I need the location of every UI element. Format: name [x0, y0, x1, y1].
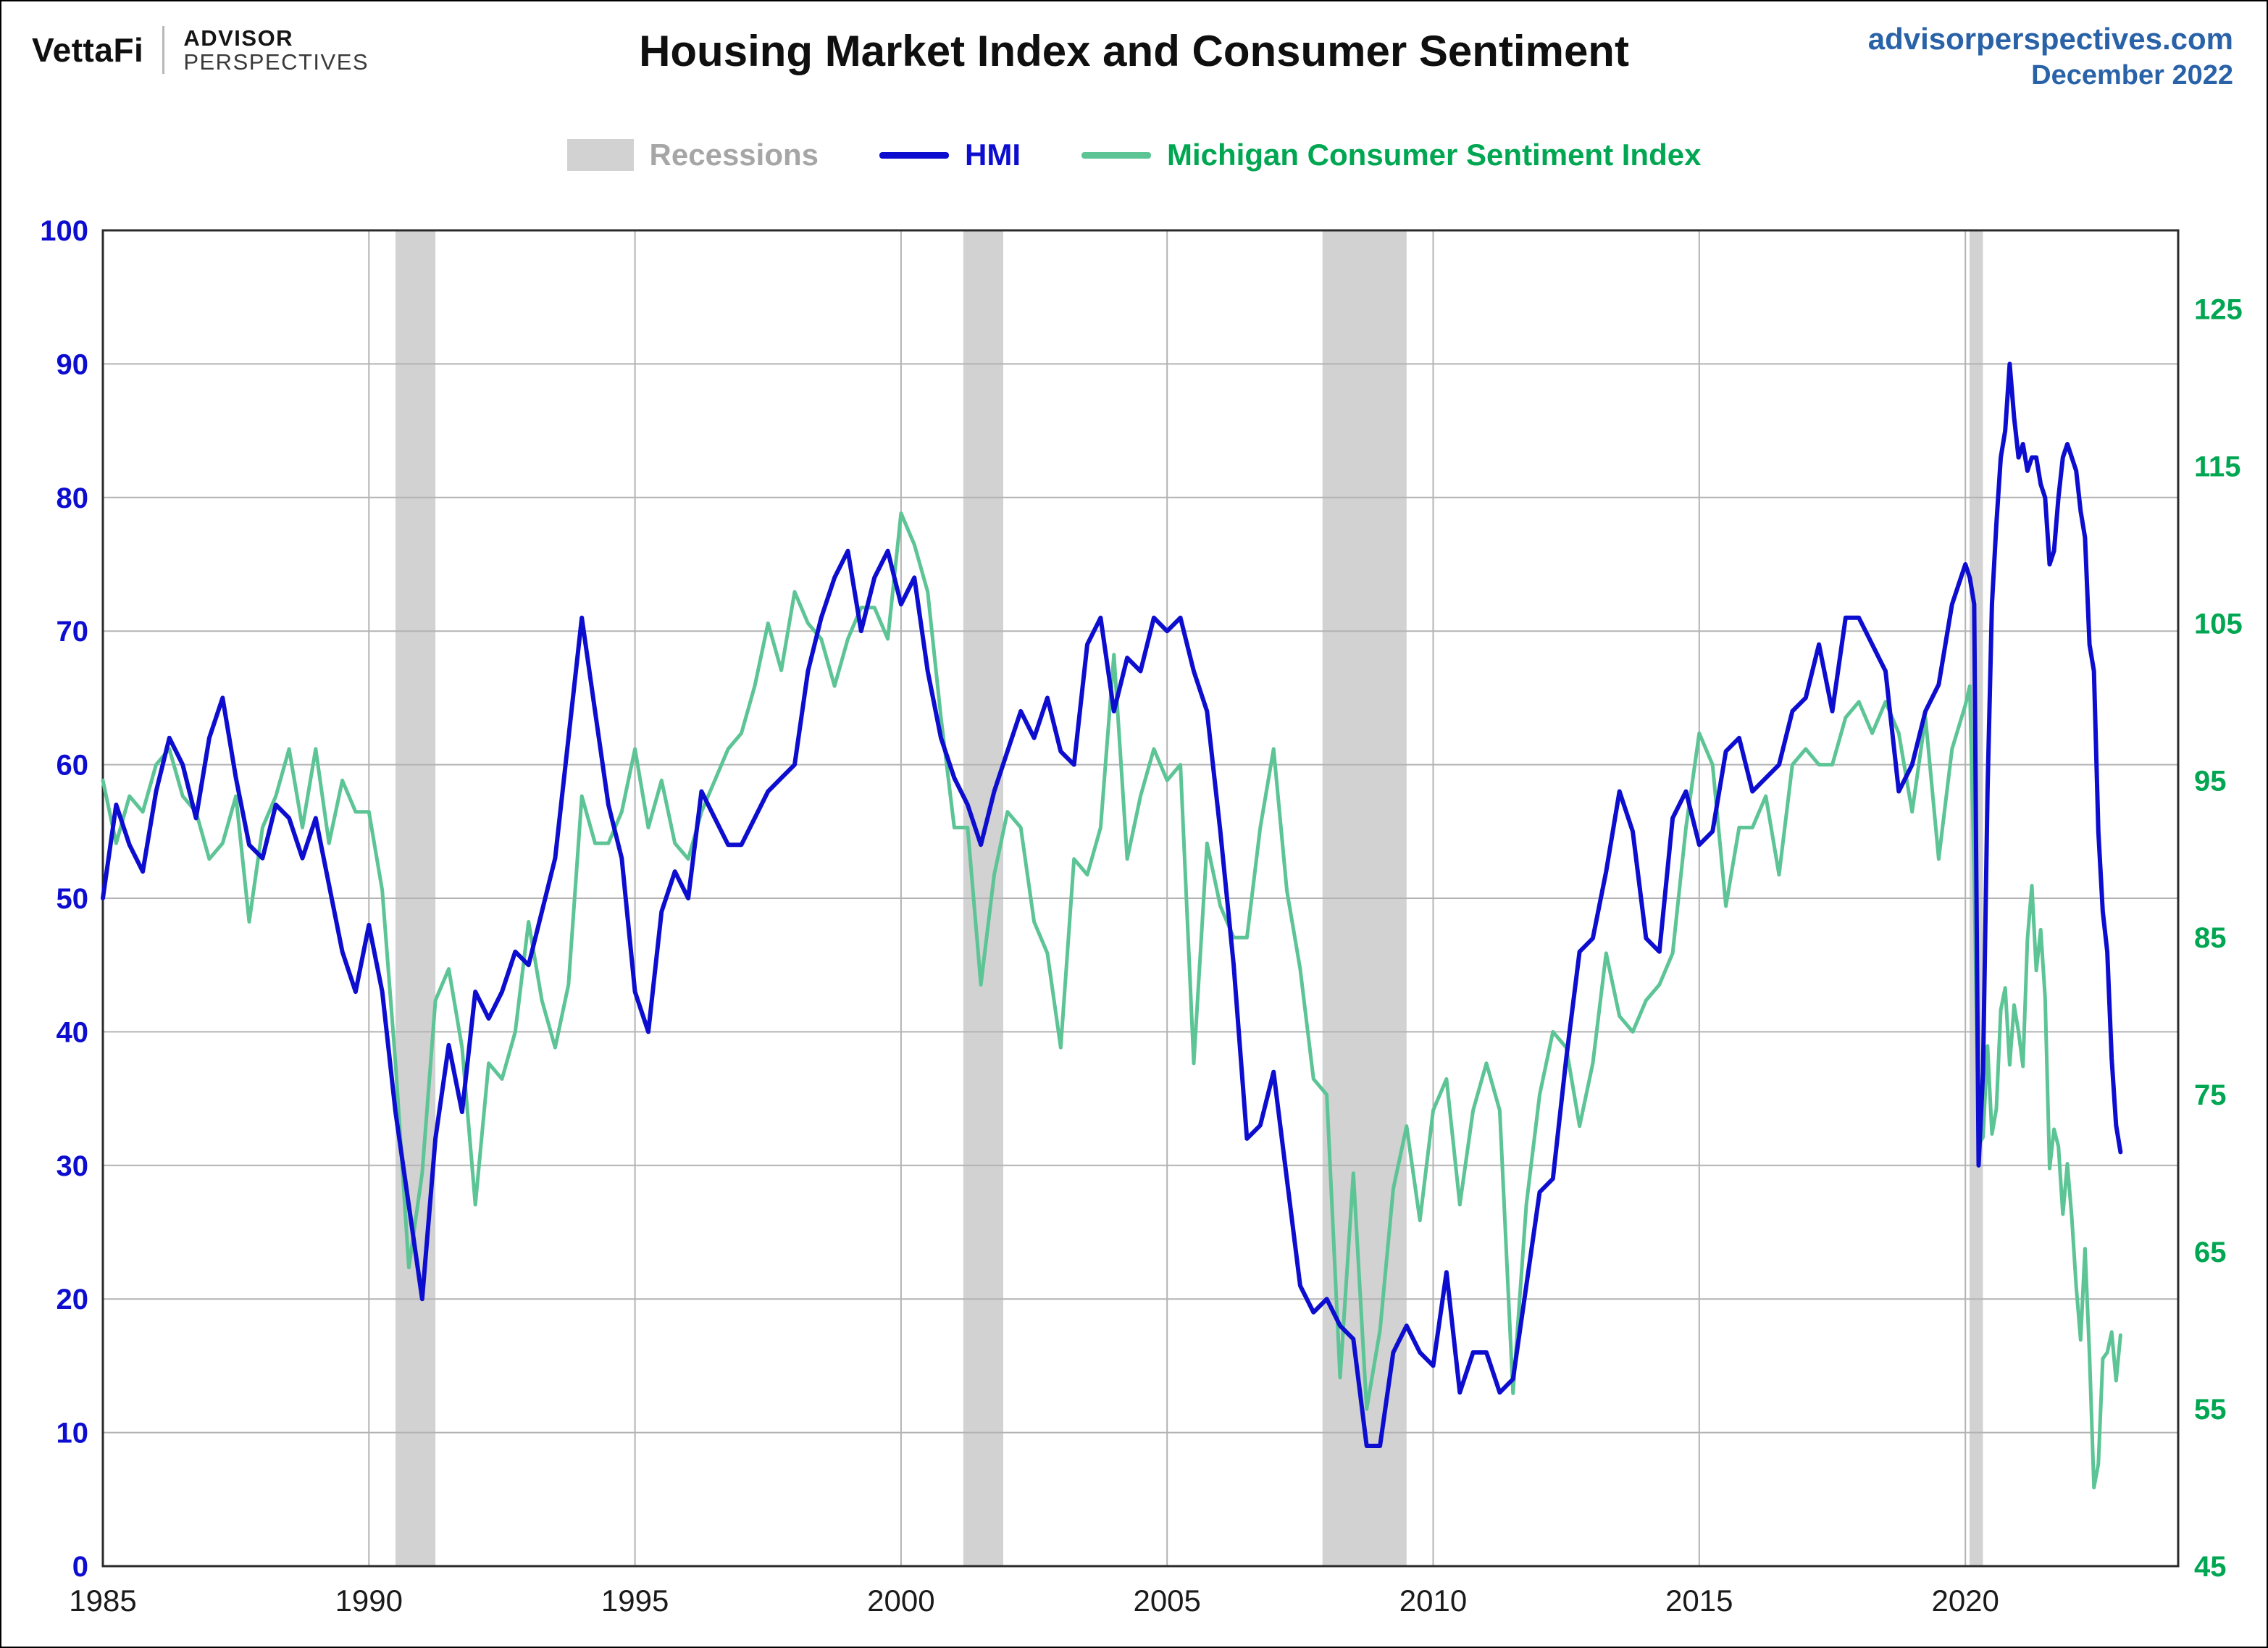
advisor-logo-line1: ADVISOR [183, 25, 294, 51]
right-axis-tick-label: 85 [2194, 922, 2227, 954]
mcsi-swatch [1081, 151, 1151, 159]
x-axis-tick-label: 1995 [601, 1584, 669, 1618]
left-axis-tick-label: 80 [57, 482, 89, 514]
x-axis-tick-label: 2005 [1133, 1584, 1200, 1618]
right-axis-tick-label: 55 [2194, 1394, 2227, 1426]
recessions-label: Recessions [649, 138, 819, 172]
michigan-consumer-sentiment-index-line [101, 511, 2122, 1489]
left-axis-tick-label: 60 [57, 750, 89, 782]
brand-divider [162, 26, 165, 75]
legend-item-hmi: HMI [879, 138, 1021, 172]
page-title: Housing Market Index and Consumer Sentim… [639, 27, 1629, 75]
left-axis-tick-label: 70 [57, 616, 89, 648]
hmi-label: HMI [965, 138, 1021, 172]
right-axis-tick-label: 45 [2194, 1551, 2227, 1583]
right-axis-tick-label: 125 [2194, 294, 2243, 326]
advisor-perspectives-logo: ADVISOR PERSPECTIVES [183, 26, 369, 75]
left-axis-tick-label: 50 [57, 883, 89, 915]
vettafi-logo: VettaFi [32, 31, 144, 70]
right-axis-tick-label: 95 [2194, 765, 2227, 797]
legend-item-mcsi: Michigan Consumer Sentiment Index [1081, 138, 1701, 172]
hmi-swatch [879, 151, 949, 159]
left-axis-tick-label: 10 [57, 1418, 89, 1450]
x-axis-tick-label: 1985 [69, 1584, 136, 1618]
x-axis-tick-label: 2020 [1931, 1584, 1999, 1618]
advisor-logo-line2: PERSPECTIVES [183, 49, 369, 75]
right-axis-tick-label: 65 [2194, 1237, 2227, 1268]
recessions-swatch [566, 139, 634, 171]
right-axis-tick-label: 75 [2194, 1079, 2227, 1111]
x-axis-tick-label: 2000 [867, 1584, 934, 1618]
hmi-line [101, 361, 2123, 1448]
legend-item-recessions: Recessions [566, 138, 819, 172]
brand: VettaFi ADVISOR PERSPECTIVES [32, 26, 369, 75]
left-axis-tick-label: 30 [57, 1150, 89, 1182]
x-axis-tick-label: 2015 [1665, 1584, 1733, 1618]
site-link[interactable]: advisorperspectives.com [1867, 22, 2233, 56]
right-axis-tick-label: 105 [2194, 608, 2243, 640]
mcsi-label: Michigan Consumer Sentiment Index [1167, 138, 1702, 172]
x-axis-tick-label: 2010 [1399, 1584, 1467, 1618]
report-date: December 2022 [2031, 59, 2233, 91]
legend: Recessions HMI Michigan Consumer Sentime… [1, 138, 2267, 172]
left-axis-tick-label: 40 [57, 1016, 89, 1048]
right-axis-tick-label: 115 [2194, 451, 2241, 482]
left-axis-tick-label: 20 [57, 1284, 89, 1316]
left-axis-tick-label: 90 [57, 348, 89, 380]
chart-svg: 0 10 20 30 40 50 60 70 80 90 100 45 55 65 75 85 95 105 115… [40, 219, 2243, 1618]
chart: 0 10 20 30 40 50 60 70 80 90 100 45 55 65 75 85 95 105 115… [1, 219, 2267, 1647]
x-axis-tick-label: 1990 [335, 1584, 403, 1618]
left-axis-tick-label: 0 [72, 1551, 88, 1583]
left-axis-tick-label: 100 [40, 219, 88, 247]
header-right: advisorperspectives.com December 2022 [1868, 20, 2233, 93]
